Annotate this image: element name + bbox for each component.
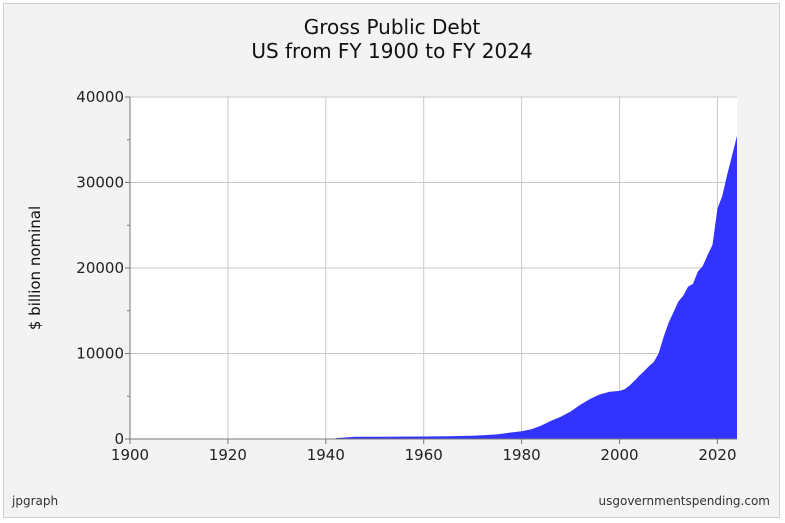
x-tick-label: 1980 (503, 446, 541, 464)
chart-subtitle: US from FY 1900 to FY 2024 (251, 39, 532, 63)
x-tick-label: 2020 (698, 446, 736, 464)
y-tick-label: 20000 (76, 259, 124, 277)
footer-right: usgovernmentspending.com (599, 494, 771, 508)
y-tick-label: 0 (114, 430, 124, 448)
x-tick-label: 2000 (600, 446, 638, 464)
y-tick-label: 10000 (76, 345, 124, 363)
x-tick-label: 1900 (111, 446, 149, 464)
chart-title: Gross Public Debt (304, 15, 481, 39)
x-tick-label: 1960 (405, 446, 443, 464)
x-tick-label: 1940 (307, 446, 345, 464)
debt-area (335, 135, 737, 439)
y-axis-label: $ billion nominal (26, 206, 44, 330)
y-tick-label: 40000 (76, 88, 124, 106)
footer-left: jpgraph (11, 494, 58, 508)
x-tick-label: 1920 (209, 446, 247, 464)
y-tick-label: 30000 (76, 174, 124, 192)
